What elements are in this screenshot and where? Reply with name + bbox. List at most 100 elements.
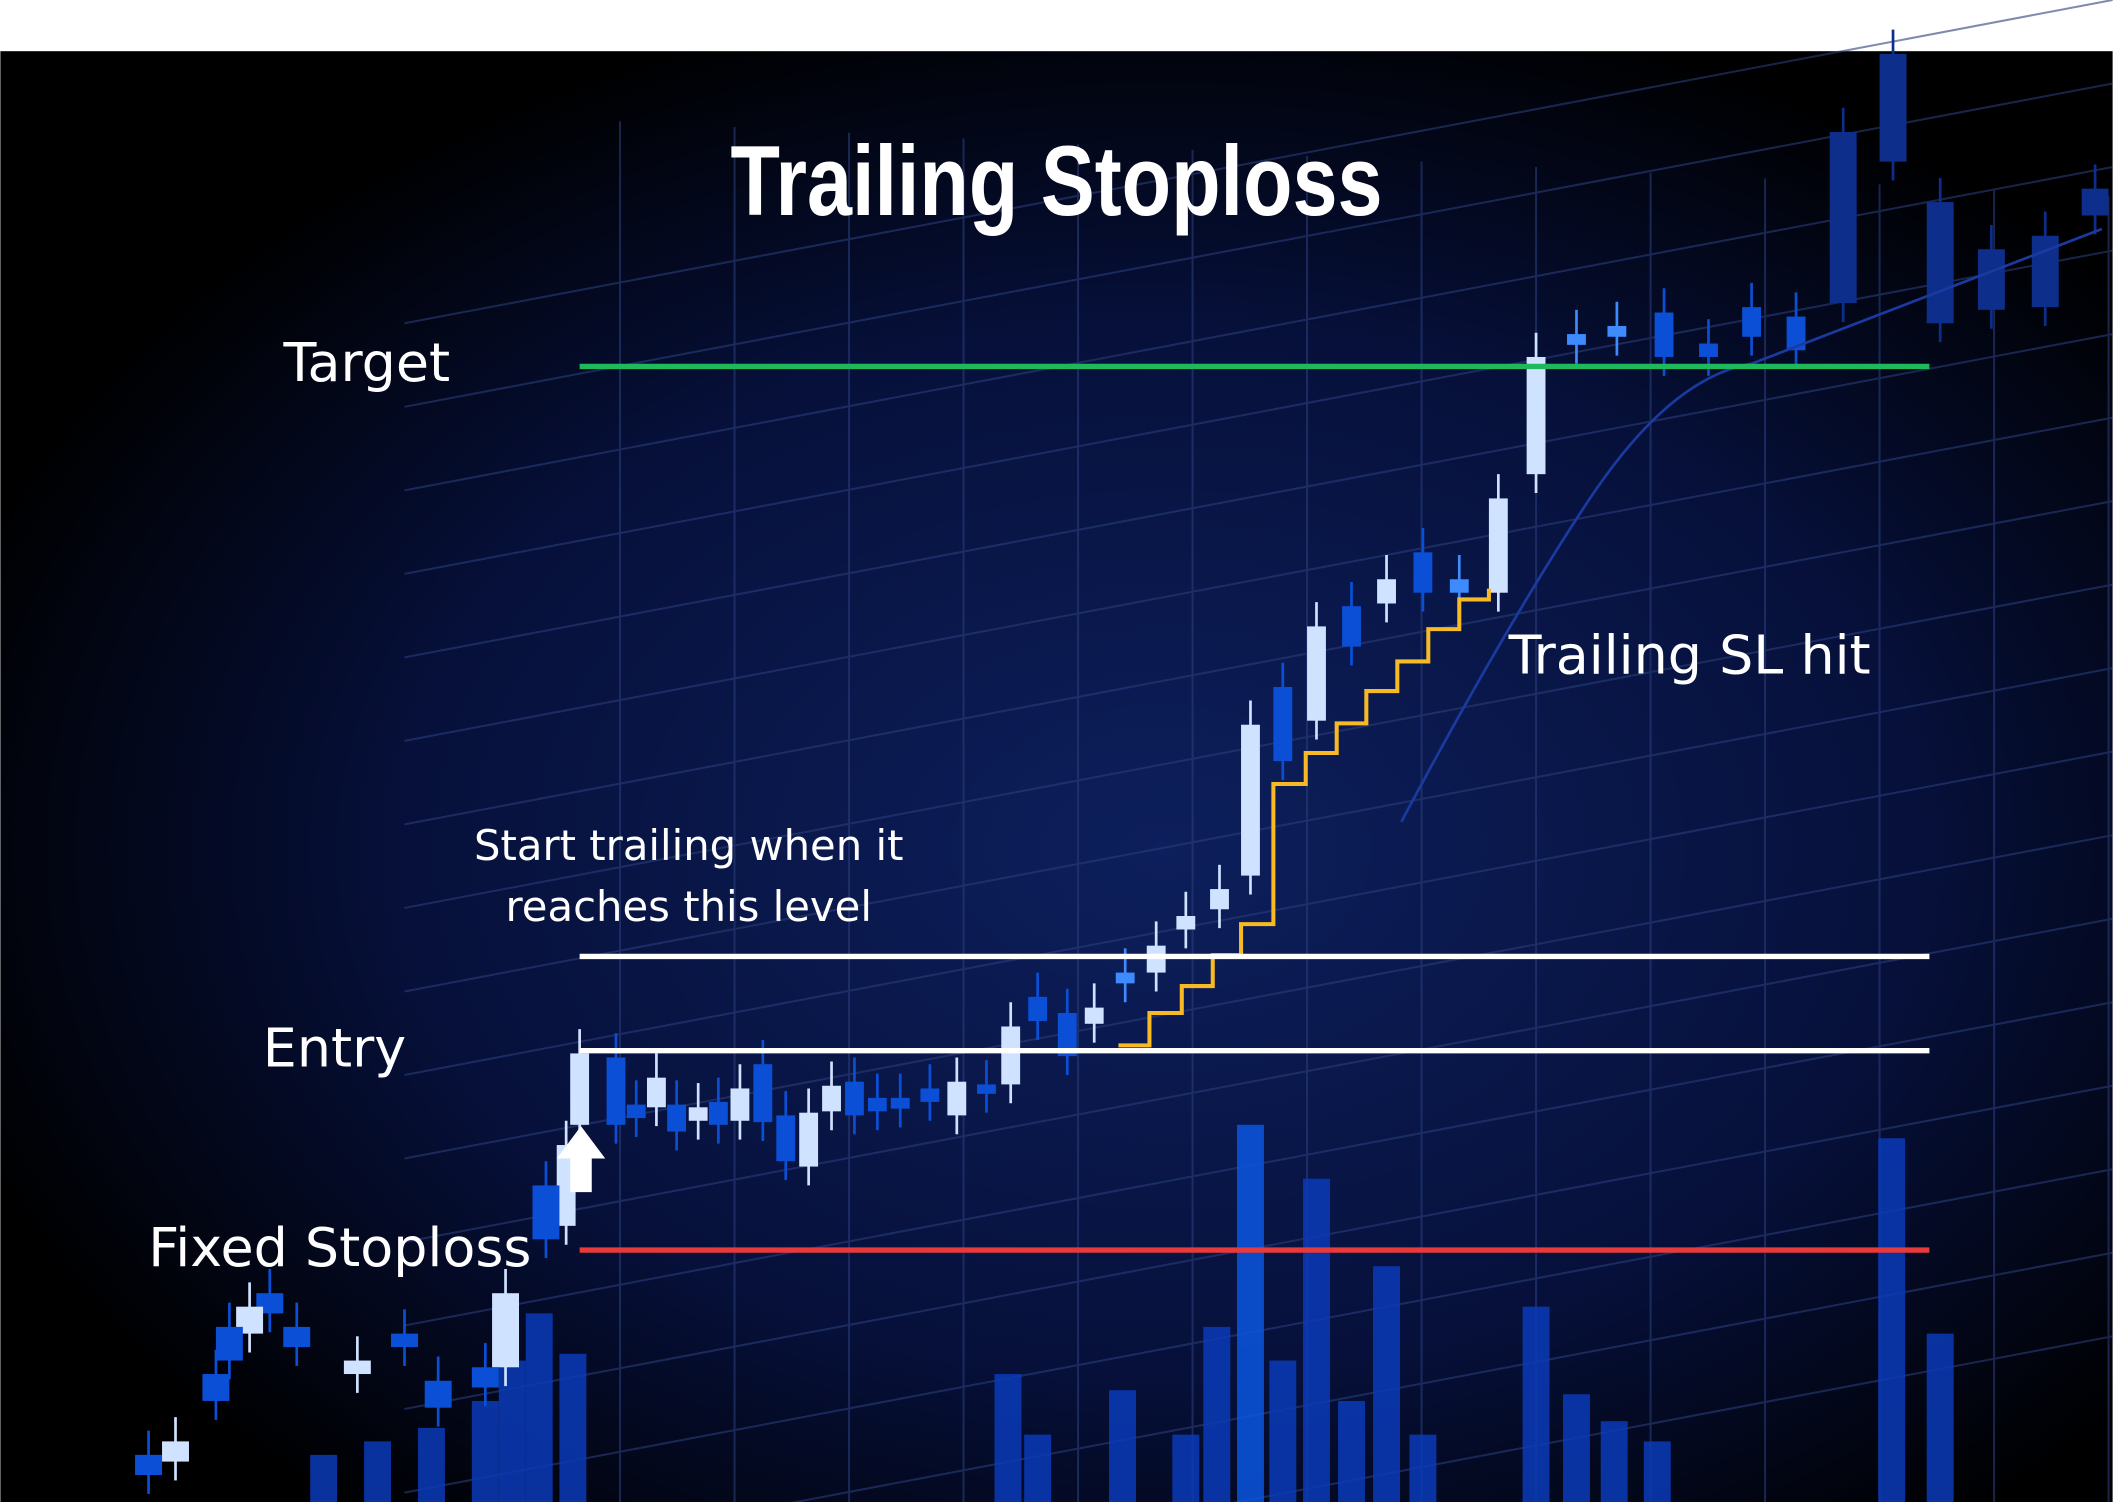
candle-body xyxy=(1241,724,1260,876)
candle-body xyxy=(1449,579,1469,593)
entry-label: Entry xyxy=(263,1017,406,1080)
candle-body xyxy=(1413,552,1433,593)
candle-body xyxy=(570,1053,590,1125)
candle-body xyxy=(1210,889,1229,910)
note-line: reaches this level xyxy=(506,882,872,931)
candle-body xyxy=(1001,1026,1021,1085)
candle-body xyxy=(1699,343,1718,357)
volume-bar xyxy=(559,1353,587,1502)
volume-bar xyxy=(994,1374,1022,1502)
top-band xyxy=(0,0,2113,52)
volume-bar xyxy=(471,1400,499,1502)
volume-bar xyxy=(1563,1394,1590,1502)
trailing-hit-label: Trailing SL hit xyxy=(1508,623,1871,686)
candle-body xyxy=(646,1077,666,1108)
grid-line xyxy=(404,0,2113,325)
candle-body xyxy=(730,1088,750,1121)
grid-line xyxy=(404,249,2113,575)
candle-body xyxy=(1926,202,1954,324)
candle-body xyxy=(1977,249,2005,310)
candle-body xyxy=(424,1380,452,1408)
candle-body xyxy=(1742,307,1762,337)
moving-average xyxy=(1400,227,2103,823)
candle-body xyxy=(256,1293,284,1314)
volume-bar xyxy=(310,1454,338,1502)
grid-line xyxy=(404,416,2113,742)
candle-body xyxy=(1377,579,1396,604)
candle-body xyxy=(867,1097,887,1112)
volume-bar xyxy=(1172,1434,1200,1502)
candle-body xyxy=(626,1104,646,1119)
grid-line xyxy=(404,166,2113,492)
candle-body xyxy=(890,1097,910,1109)
volume-bar xyxy=(1024,1434,1052,1502)
volume-bar xyxy=(1600,1421,1628,1502)
candle-body xyxy=(1607,325,1627,337)
grid-line xyxy=(404,82,2113,408)
candle-body xyxy=(202,1374,230,1401)
candle-body xyxy=(1342,606,1361,647)
stoploss-label: Fixed Stoploss xyxy=(148,1216,531,1279)
volume-bar xyxy=(1303,1178,1330,1502)
candle-body xyxy=(492,1293,520,1368)
grid-line xyxy=(404,333,2113,659)
volume-bar xyxy=(364,1441,392,1502)
candle-body xyxy=(1115,972,1135,984)
volume-bar xyxy=(1878,1138,1906,1502)
candle-body xyxy=(1307,626,1326,721)
candle-body xyxy=(1273,687,1293,762)
target-label: Target xyxy=(282,331,450,394)
candle-body xyxy=(753,1064,773,1123)
volume-bar xyxy=(417,1427,445,1502)
candle-body xyxy=(845,1081,864,1116)
candle-body xyxy=(799,1112,819,1167)
candle-body xyxy=(135,1454,163,1476)
candle-body xyxy=(471,1367,499,1388)
volume-bar xyxy=(1522,1306,1550,1502)
volume-bar xyxy=(1269,1360,1297,1502)
candle-body xyxy=(688,1107,708,1121)
volume-bar xyxy=(525,1313,553,1502)
volume-bar xyxy=(1643,1441,1671,1502)
grid xyxy=(404,0,2113,1502)
grid-line xyxy=(404,500,2113,826)
trailing-stop-line xyxy=(1118,588,1491,1048)
candle-body xyxy=(920,1088,940,1102)
title: Trailing Stoploss xyxy=(731,126,1383,237)
candle-body xyxy=(606,1057,626,1125)
candle-body xyxy=(2081,188,2109,216)
volume xyxy=(310,1124,1954,1502)
background xyxy=(0,51,2113,1502)
candles xyxy=(135,29,2109,1494)
entry-arrow xyxy=(556,1126,606,1193)
candle-body xyxy=(283,1326,311,1348)
candle-body xyxy=(391,1333,418,1348)
candle-body xyxy=(1028,996,1048,1022)
volume-bar xyxy=(1373,1266,1401,1502)
candle-body xyxy=(532,1185,560,1240)
candle-body xyxy=(947,1081,967,1116)
candle-body xyxy=(1176,916,1196,930)
grid-line xyxy=(404,834,2113,1160)
candle-body xyxy=(822,1085,841,1112)
volume-bar xyxy=(1237,1124,1264,1502)
grid-line xyxy=(404,917,2113,1244)
candle-body xyxy=(1488,498,1508,593)
candle-body xyxy=(1526,356,1546,475)
candle-body xyxy=(667,1104,687,1132)
volume-bar xyxy=(498,1360,526,1502)
candle-body xyxy=(1654,312,1674,357)
note-line: Start trailing when it xyxy=(474,821,903,870)
grid-line xyxy=(404,750,2113,1076)
candle-body xyxy=(1057,1013,1077,1057)
candle-body xyxy=(1829,132,1857,304)
candle-body xyxy=(1786,316,1806,351)
candle-body xyxy=(343,1360,371,1375)
volume-bar xyxy=(1409,1434,1437,1502)
candle-body xyxy=(162,1441,189,1462)
candle-body xyxy=(708,1101,728,1125)
candle-body xyxy=(1879,53,1907,162)
volume-bar xyxy=(1338,1400,1365,1502)
